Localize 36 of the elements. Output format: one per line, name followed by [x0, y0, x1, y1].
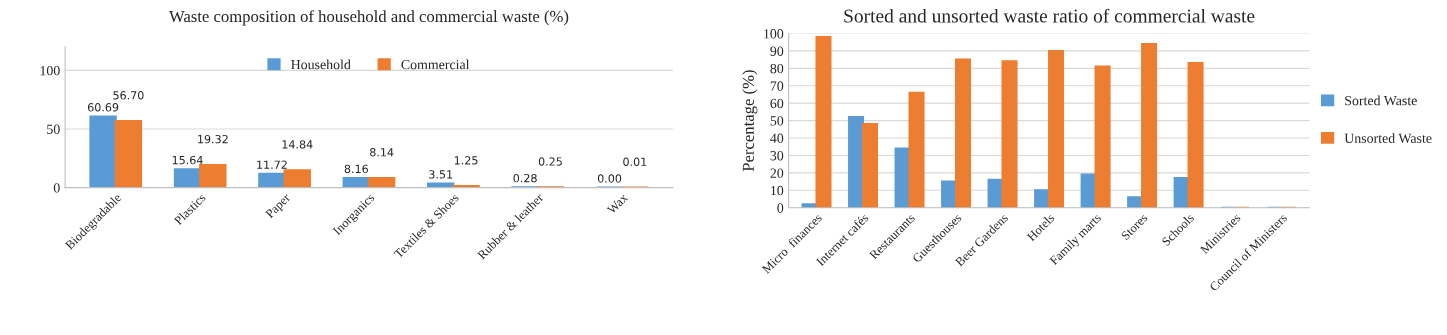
data-label: 0.25 [538, 157, 562, 166]
y-tick-label: 70 [770, 81, 784, 91]
data-label: 3.51 [429, 170, 453, 179]
data-label: 0.00 [597, 174, 622, 183]
data-label: 8.16 [344, 164, 368, 174]
data-label: 14.84 [282, 140, 313, 149]
chart-title: Sorted and unsorted waste ratio of commercial waste [844, 8, 1255, 23]
legend-label: Sorted Waste [1345, 95, 1417, 106]
data-label: 0.01 [623, 157, 647, 166]
data-label: 1.25 [454, 156, 478, 165]
y-tick-label: 80 [770, 63, 784, 74]
y-tick-label: 60 [770, 98, 784, 109]
data-label: 56.70 [113, 91, 144, 100]
data-label: 11.72 [257, 160, 287, 169]
legend-label: Household [291, 59, 351, 70]
y-tick-label: 30 [770, 151, 784, 161]
y-tick-label: 40 [770, 133, 784, 143]
y-tick-label: 100 [40, 65, 60, 76]
data-label: 60.69 [87, 103, 119, 112]
y-tick-label: 0 [53, 183, 60, 193]
y-tick-label: 10 [771, 185, 784, 196]
data-label: 0.28 [513, 173, 537, 183]
legend-label: Unsorted Waste [1344, 133, 1432, 144]
y-tick-label: 0 [777, 203, 784, 213]
data-label: 19.32 [198, 134, 228, 144]
chart-title: Waste composition of household and commercial waste (%) [169, 10, 569, 26]
data-label: 8.14 [370, 148, 394, 157]
data-label: 15.64 [172, 155, 203, 165]
x-tick-label: Wax [606, 192, 629, 215]
y-tick-label: 20 [770, 168, 784, 178]
y-axis-title: Percentage (%) [742, 70, 758, 172]
y-tick-label: 90 [770, 46, 784, 56]
y-tick-label: 100 [764, 29, 784, 39]
y-tick-label: 50 [47, 124, 60, 134]
y-tick-label: 50 [770, 116, 784, 126]
legend-label: Commercial [401, 59, 470, 70]
